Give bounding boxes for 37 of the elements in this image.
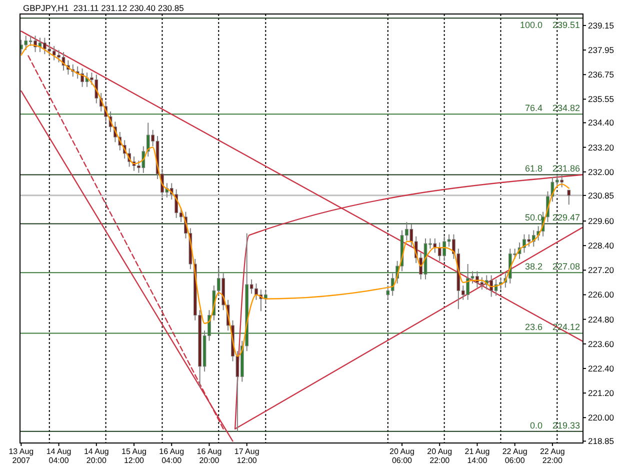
ref-line-label: 100.0 239.51 bbox=[520, 20, 580, 30]
ref-line-label: 76.4 234.82 bbox=[524, 103, 580, 114]
y-tick-label: 220.00 bbox=[588, 412, 614, 423]
y-tick-label: 239.15 bbox=[588, 20, 614, 30]
y-tick-label: 223.60 bbox=[588, 338, 614, 349]
y-tick-label: 237.95 bbox=[588, 45, 614, 56]
chart-title: GBPJPY,H1 231.11 231.12 230.40 230.85 bbox=[23, 3, 184, 13]
x-tick-label: 13 Aug 2007 bbox=[8, 447, 34, 465]
y-tick-label: 232.00 bbox=[588, 166, 614, 177]
y-tick-label: 234.40 bbox=[588, 118, 614, 128]
y-tick-label: 224.80 bbox=[588, 314, 614, 324]
x-tick-label: 22 Aug 06:00 bbox=[502, 447, 528, 465]
y-tick-label: 227.20 bbox=[588, 265, 614, 276]
x-tick-label: 20 Aug 06:00 bbox=[390, 447, 414, 465]
ref-line-label: 50.0 229.47 bbox=[524, 212, 580, 223]
x-tick-label: 22 Aug 22:00 bbox=[540, 447, 565, 465]
y-tick-label: 229.60 bbox=[588, 216, 614, 226]
y-tick-label: 233.20 bbox=[588, 142, 614, 152]
x-tick-label: 20 Aug 22:00 bbox=[427, 447, 452, 465]
x-tick-label: 16 Aug 04:00 bbox=[159, 447, 184, 465]
y-tick-label: 218.85 bbox=[588, 436, 614, 446]
x-tick-label: 14 Aug 20:00 bbox=[84, 447, 109, 465]
y-tick-label: 226.00 bbox=[588, 290, 614, 300]
y-tick-label: 230.85 bbox=[588, 190, 614, 200]
x-tick-label: 17 Aug 12:00 bbox=[234, 447, 260, 465]
y-tick-label: 221.20 bbox=[588, 388, 614, 398]
ref-line-label: 0.0 219.33 bbox=[530, 420, 580, 430]
ref-line-label: 61.8 231.86 bbox=[524, 164, 580, 174]
y-tick-label: 236.75 bbox=[588, 70, 614, 80]
y-tick-label: 228.40 bbox=[588, 240, 614, 251]
x-tick-label: 15 Aug 12:00 bbox=[122, 447, 146, 465]
y-tick-label: 222.40 bbox=[588, 363, 614, 374]
x-tick-label: 21 Aug 14:00 bbox=[464, 447, 490, 465]
x-tick-label: 14 Aug 04:00 bbox=[46, 447, 72, 465]
x-tick-label: 16 Aug 20:00 bbox=[196, 447, 222, 465]
ref-line-label: 38.2 227.08 bbox=[524, 262, 580, 272]
y-tick-label: 235.55 bbox=[588, 94, 614, 104]
